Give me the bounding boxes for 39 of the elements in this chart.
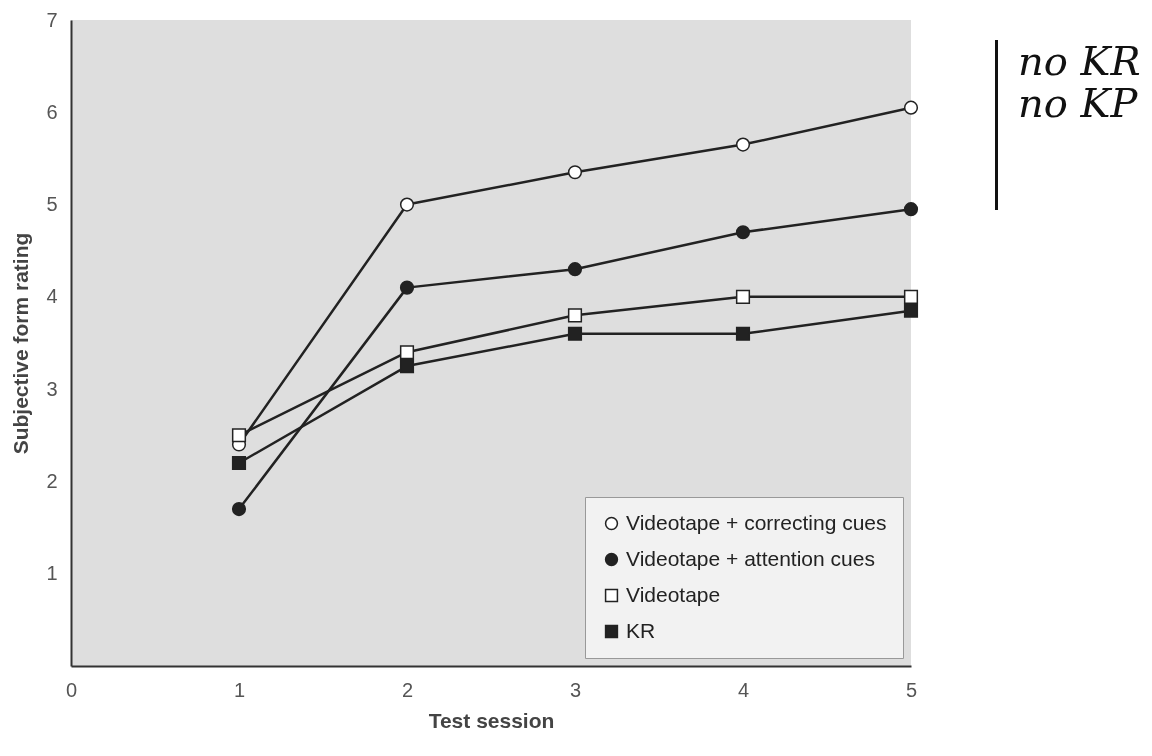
legend-label: KR (626, 618, 656, 642)
point (903, 303, 919, 318)
point (399, 280, 415, 295)
point (399, 345, 415, 360)
point (399, 197, 415, 212)
point (399, 359, 415, 374)
point (567, 262, 583, 277)
point (903, 202, 919, 217)
x-tick-label: 5 (905, 678, 918, 701)
point (735, 326, 751, 341)
point (735, 137, 751, 152)
legend-label: Videotape + attention cues (626, 546, 875, 570)
y-tick-label: 2 (46, 469, 58, 492)
x-axis-title: Test session (428, 708, 555, 732)
y-tick-label: 1 (46, 562, 58, 585)
handwritten-note: no KR no KP (995, 40, 1141, 210)
point (231, 502, 247, 517)
legend-label: Videotape (626, 582, 721, 606)
y-tick-label: 4 (46, 285, 58, 308)
y-tick-label: 5 (46, 193, 58, 216)
y-axis-title: Subjective form rating (9, 232, 33, 455)
legend-label: Videotape + correcting cues (626, 510, 887, 534)
point (735, 225, 751, 240)
point (567, 165, 583, 180)
point (903, 289, 919, 304)
x-tick-label: 4 (737, 678, 750, 701)
point (567, 326, 583, 341)
y-tick-label: 6 (46, 100, 58, 123)
x-tick-label: 1 (233, 678, 246, 701)
point (231, 428, 247, 443)
point (903, 100, 919, 115)
y-tick-label: 7 (46, 8, 58, 31)
y-tick-label: 3 (46, 377, 58, 400)
x-tick-label: 2 (401, 678, 414, 701)
point (567, 308, 583, 323)
point (735, 289, 751, 304)
x-tick-label: 0 (65, 678, 78, 701)
x-tick-label: 3 (569, 678, 582, 701)
point (231, 455, 247, 471)
